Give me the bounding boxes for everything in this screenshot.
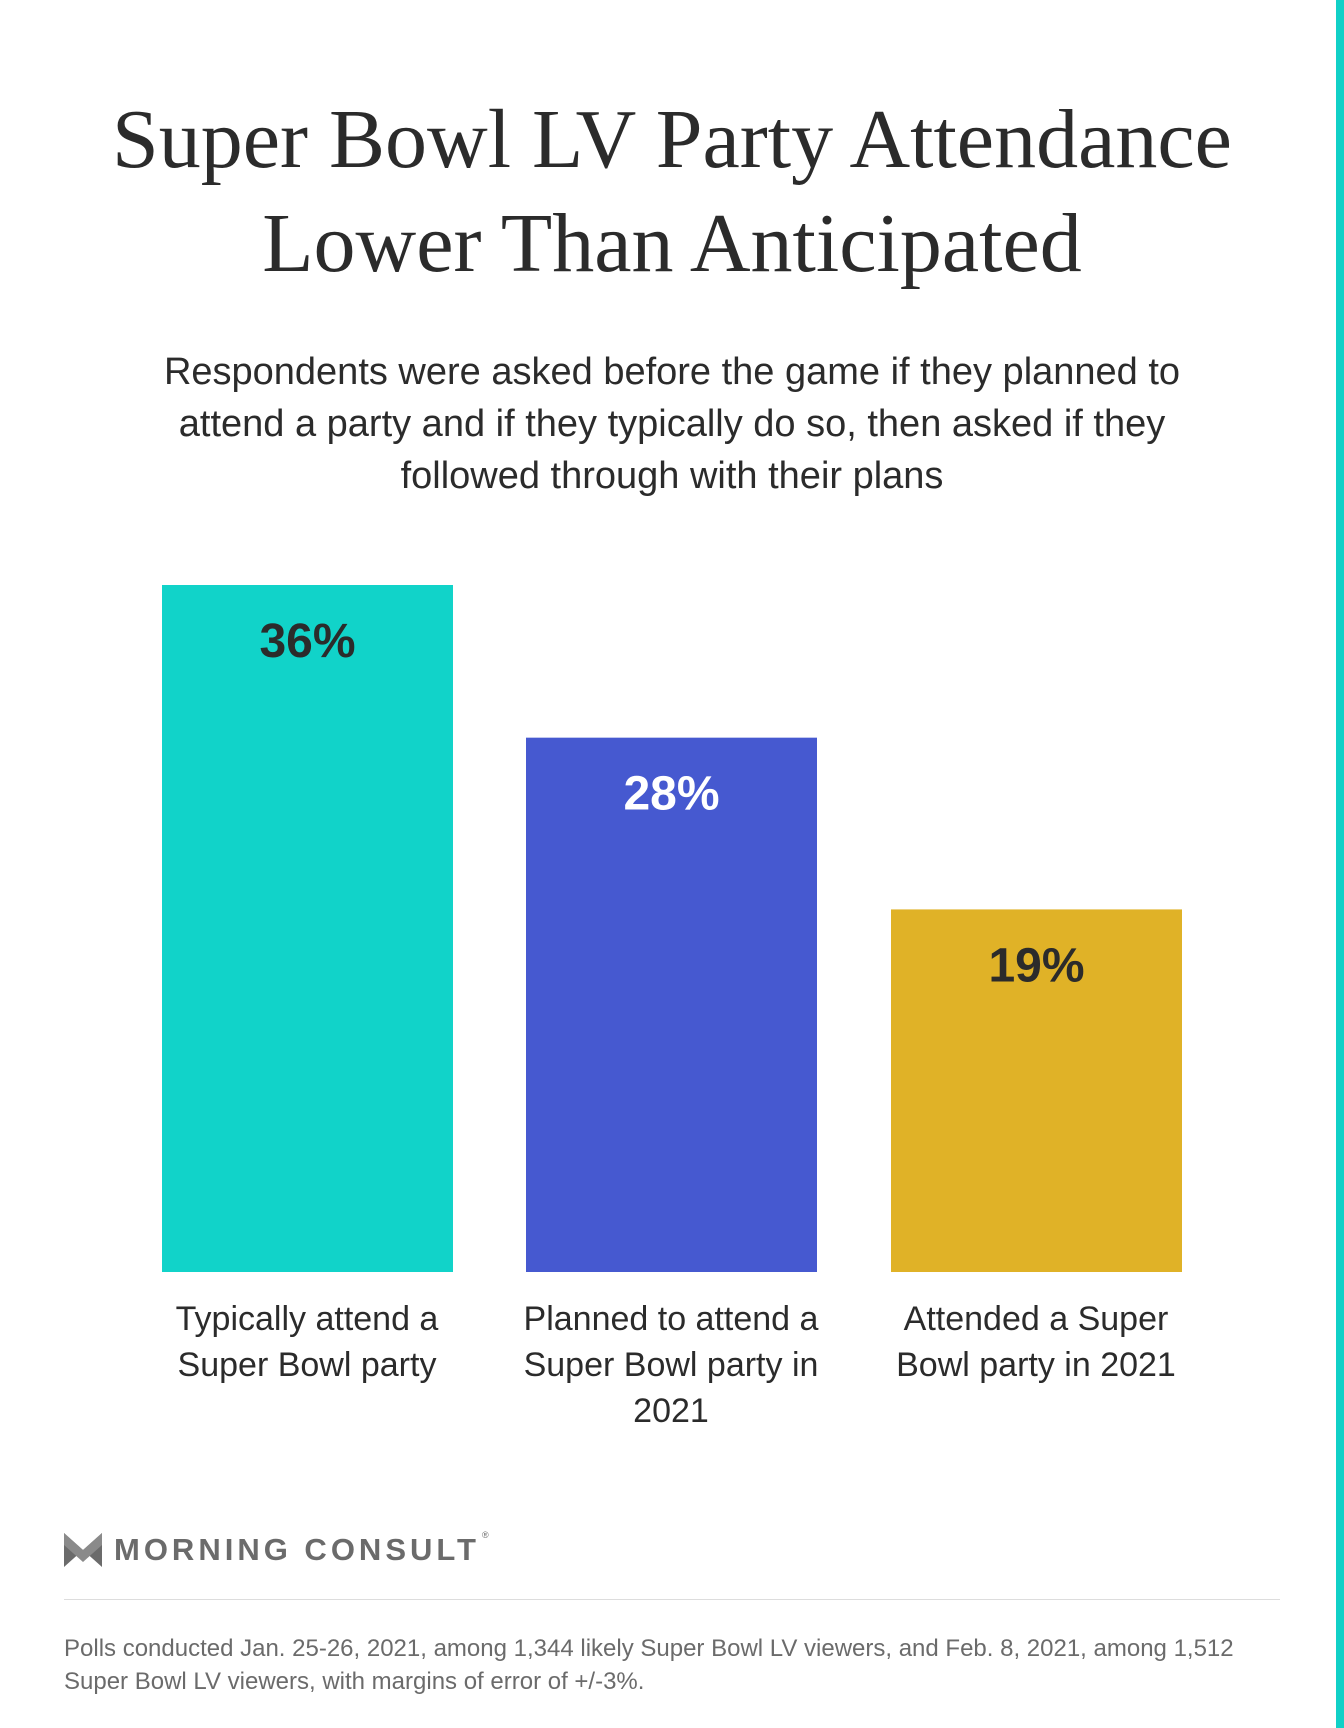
bar-planned-to-attend [526, 737, 817, 1272]
chevron-m-icon [64, 1533, 102, 1567]
bar-attended [891, 909, 1182, 1272]
bar-value-label-typically-attend: 36% [259, 615, 355, 668]
brand-name: MORNING CONSULT [114, 1532, 480, 1567]
footer-divider [64, 1599, 1280, 1600]
bar-value-label-attended: 19% [988, 939, 1084, 992]
bar-chart: 36% 28% 19% [162, 585, 1182, 1272]
category-label-attended: Attended a Super Bowl party in 2021 [896, 1300, 1176, 1384]
methodology-footnote: Polls conducted Jan. 25-26, 2021, among … [64, 1635, 1234, 1695]
chart-title: Super Bowl LV Party Attendance Lower Tha… [112, 93, 1232, 290]
morning-consult-logo: MORNING CONSULT ® [64, 1530, 489, 1570]
accent-stripe [1336, 0, 1344, 1728]
chart-subtitle: Respondents were asked before the game i… [163, 351, 1181, 497]
bar-typically-attend [162, 585, 453, 1272]
category-label-typically-attend: Typically attend a Super Bowl party [175, 1300, 439, 1384]
category-label-planned-to-attend: Planned to attend a Super Bowl party in … [523, 1300, 819, 1430]
registered-mark: ® [481, 1530, 489, 1540]
bar-value-label-planned-to-attend: 28% [623, 768, 719, 821]
